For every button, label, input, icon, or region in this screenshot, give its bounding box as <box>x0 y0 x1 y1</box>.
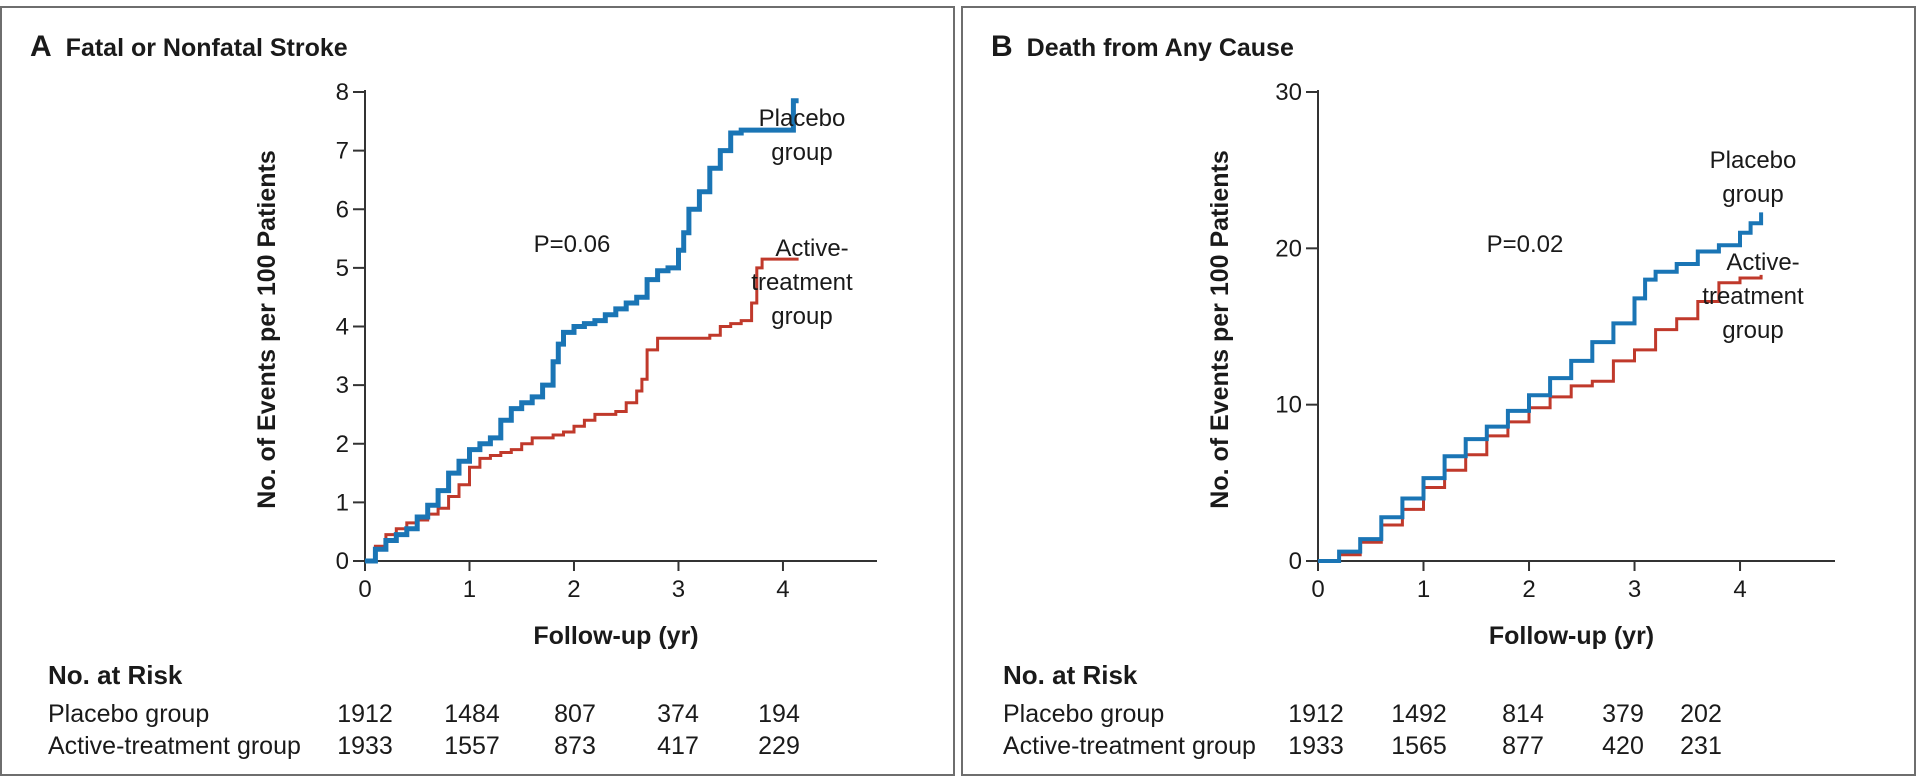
chart-title: Death from Any Cause <box>1026 34 1294 62</box>
panel-a: A Fatal or Nonfatal Stroke 0 1 2 3 4 5 6 7 8 0 1 2 3 4… <box>0 6 955 776</box>
y-tick-label: 3 <box>336 372 349 399</box>
series-line-placebo <box>365 98 799 564</box>
x-tick-label: 3 <box>1628 576 1641 603</box>
panel-title: A Fatal or Nonfatal Stroke <box>30 30 348 64</box>
series-label: Placebo <box>1710 147 1797 174</box>
panel-b: B Death from Any Cause 0 10 20 30 0 1 2 3 4 Follow… <box>961 6 1916 776</box>
y-tick-label: 1 <box>336 489 349 516</box>
x-tick-label: 2 <box>567 576 580 603</box>
y-tick-label: 10 <box>1275 392 1302 419</box>
series-label: group <box>771 139 832 166</box>
y-tick-label: 7 <box>336 138 349 165</box>
series-label: Active- <box>775 235 848 262</box>
x-tick-label: 4 <box>776 576 789 603</box>
series-label: group <box>771 303 832 330</box>
y-axis-label: No. of Events per 100 Patients <box>1206 150 1234 508</box>
y-tick-label: 5 <box>336 255 349 282</box>
p-value-label: P=0.02 <box>1487 231 1564 258</box>
x-axis-label: Follow-up (yr) <box>533 622 698 650</box>
x-axis-label: Follow-up (yr) <box>1489 622 1654 650</box>
series-line-placebo <box>1318 212 1764 563</box>
y-tick-label: 4 <box>336 314 349 341</box>
series-label: treatment <box>751 269 853 296</box>
y-tick-label: 6 <box>336 196 349 223</box>
panel-letter: B <box>991 30 1013 63</box>
x-tick-label: 4 <box>1733 576 1746 603</box>
series-label: Active- <box>1726 249 1799 276</box>
x-tick-label: 1 <box>1417 576 1430 603</box>
series-line-active <box>365 257 799 563</box>
y-tick-label: 0 <box>336 548 349 575</box>
x-tick-label: 1 <box>463 576 476 603</box>
p-value-label: P=0.06 <box>534 231 611 258</box>
series-label: group <box>1722 181 1783 208</box>
chart-b: 0 10 20 30 0 1 2 3 4 Follow-up (yr) No. of Events … <box>1206 79 1835 650</box>
x-tick-label: 0 <box>1311 576 1324 603</box>
x-tick-label: 2 <box>1522 576 1535 603</box>
chart-a: 0 1 2 3 4 5 6 7 8 0 1 2 3 4 Follow-up (yr) No. of Event… <box>253 79 877 650</box>
panel-title: B Death from Any Cause <box>991 30 1294 64</box>
panel-letter: A <box>30 30 52 63</box>
series-label: group <box>1722 317 1783 344</box>
y-tick-label: 8 <box>336 79 349 106</box>
y-tick-label: 30 <box>1275 79 1302 106</box>
series-label: Placebo <box>759 105 846 132</box>
series-label: treatment <box>1702 283 1804 310</box>
y-tick-label: 2 <box>336 431 349 458</box>
x-tick-label: 0 <box>358 576 371 603</box>
y-tick-label: 0 <box>1289 548 1302 575</box>
x-tick-label: 3 <box>672 576 685 603</box>
y-axis-label: No. of Events per 100 Patients <box>253 150 281 508</box>
chart-title: Fatal or Nonfatal Stroke <box>65 34 348 62</box>
series-line-active <box>1318 274 1763 563</box>
y-tick-label: 20 <box>1275 235 1302 262</box>
